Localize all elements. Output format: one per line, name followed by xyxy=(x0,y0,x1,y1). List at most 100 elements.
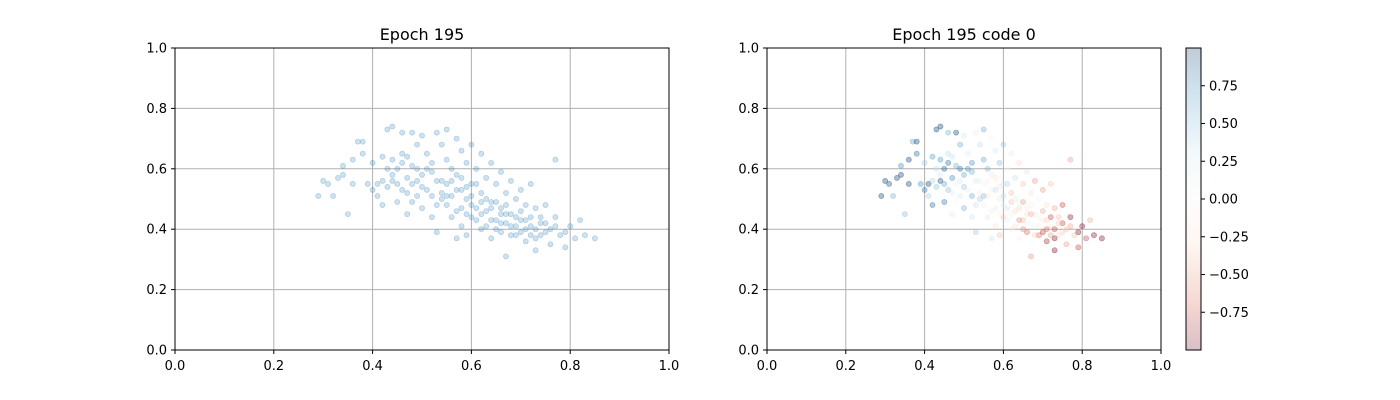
data-point xyxy=(335,174,341,181)
data-point xyxy=(349,156,356,163)
data-point xyxy=(937,123,944,130)
y-tick-label: 0.8 xyxy=(738,102,759,117)
data-point xyxy=(359,138,366,145)
data-point xyxy=(937,171,944,178)
data-point xyxy=(537,232,544,239)
data-point xyxy=(458,174,465,181)
data-point xyxy=(988,135,995,142)
data-point xyxy=(949,174,956,181)
data-point xyxy=(1000,193,1007,199)
data-point xyxy=(320,177,327,184)
data-point xyxy=(961,132,967,139)
data-point xyxy=(483,196,490,202)
data-point xyxy=(527,214,534,220)
data-point xyxy=(399,150,406,157)
data-point xyxy=(1008,199,1015,205)
data-point xyxy=(433,177,440,184)
data-point xyxy=(552,214,559,220)
data-point xyxy=(1008,150,1015,157)
data-point xyxy=(961,171,967,178)
data-point xyxy=(988,186,995,193)
data-point xyxy=(929,202,936,208)
data-point xyxy=(1012,174,1019,181)
data-point xyxy=(1039,186,1046,193)
data-point xyxy=(1020,226,1026,233)
data-point xyxy=(414,165,420,172)
data-point xyxy=(537,214,544,220)
data-point xyxy=(503,190,509,196)
data-point xyxy=(453,235,460,242)
data-point xyxy=(1043,226,1050,233)
data-point xyxy=(458,205,465,211)
data-point xyxy=(483,174,490,181)
data-point xyxy=(933,165,940,172)
data-point xyxy=(1051,235,1058,242)
data-point xyxy=(1032,232,1038,239)
data-point xyxy=(423,150,430,157)
data-point xyxy=(498,220,504,227)
data-point xyxy=(473,180,480,187)
data-point xyxy=(1008,190,1015,196)
data-point xyxy=(1004,180,1011,187)
data-point xyxy=(513,196,519,202)
data-point xyxy=(468,202,475,208)
data-point xyxy=(527,232,534,239)
data-point xyxy=(419,171,425,178)
data-point xyxy=(468,180,475,187)
data-point xyxy=(433,229,440,236)
data-point xyxy=(562,244,569,251)
data-point xyxy=(905,180,912,187)
data-point xyxy=(532,205,539,211)
data-point xyxy=(448,214,455,220)
data-point xyxy=(325,180,331,187)
data-point xyxy=(404,211,411,217)
colorbar-gradient xyxy=(1186,48,1201,350)
data-point xyxy=(1039,217,1046,223)
data-point xyxy=(507,211,514,217)
data-point xyxy=(473,205,480,211)
data-point xyxy=(532,247,539,254)
data-point xyxy=(354,138,361,145)
data-point xyxy=(925,180,932,187)
data-point xyxy=(1028,202,1034,208)
data-point xyxy=(945,129,952,136)
data-point xyxy=(384,165,391,172)
data-point xyxy=(882,177,889,184)
colorbar-tick-label: 0.00 xyxy=(1209,193,1238,208)
data-point xyxy=(1004,165,1011,172)
data-point xyxy=(1032,223,1038,230)
data-point xyxy=(1016,217,1023,223)
data-point xyxy=(902,211,908,217)
data-point xyxy=(349,180,356,187)
data-point xyxy=(1000,202,1007,208)
data-point xyxy=(1051,247,1058,254)
data-point xyxy=(961,183,967,190)
data-point xyxy=(898,162,904,169)
y-tick-label: 0.0 xyxy=(146,344,167,359)
data-point xyxy=(980,180,987,187)
data-point xyxy=(941,199,948,205)
x-tick-label: 0.2 xyxy=(263,359,284,374)
data-point xyxy=(389,156,396,163)
data-point xyxy=(562,229,569,236)
data-point xyxy=(478,150,485,157)
data-point xyxy=(988,171,995,178)
data-point xyxy=(468,141,475,148)
data-point xyxy=(1043,202,1050,208)
data-point xyxy=(1020,217,1026,223)
data-point xyxy=(945,150,952,157)
data-point xyxy=(996,196,1003,202)
data-point xyxy=(1000,180,1007,187)
data-point xyxy=(1063,226,1070,233)
data-point xyxy=(592,235,598,242)
data-point xyxy=(1016,205,1023,211)
data-point xyxy=(409,129,415,136)
data-point xyxy=(448,165,455,172)
data-point xyxy=(996,232,1003,239)
data-point xyxy=(1000,141,1007,148)
data-point xyxy=(1075,229,1082,236)
data-point xyxy=(513,214,519,220)
y-tick-label: 0.2 xyxy=(738,283,759,298)
colorbar-tick-label: 0.25 xyxy=(1209,155,1238,170)
